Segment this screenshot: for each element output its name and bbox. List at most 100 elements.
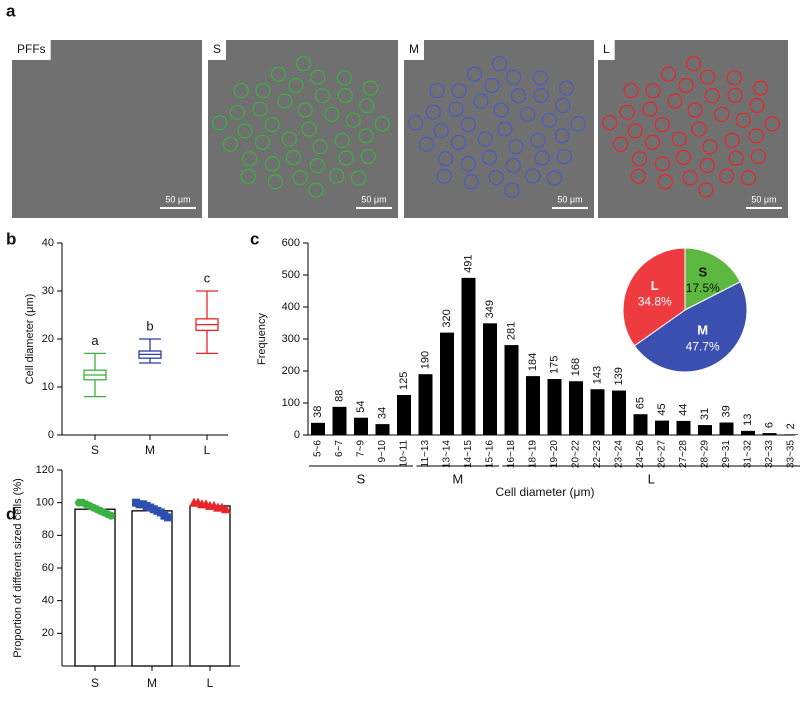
bar bbox=[569, 381, 583, 435]
cell bbox=[229, 104, 245, 120]
value-label: 6 bbox=[763, 422, 775, 428]
scale-bg bbox=[154, 195, 200, 215]
cell bbox=[740, 170, 757, 186]
x-tick-label: 15~16 bbox=[485, 440, 496, 469]
panel-label: d bbox=[6, 504, 16, 523]
scale-bg bbox=[740, 195, 786, 215]
cell bbox=[437, 151, 454, 167]
x-tick-label: 32~33 bbox=[764, 440, 775, 469]
cell bbox=[358, 128, 374, 144]
cell bbox=[678, 77, 694, 94]
y-tick-label: 40 bbox=[42, 237, 54, 249]
cell bbox=[324, 106, 340, 122]
panel-label: b bbox=[6, 229, 16, 248]
cell bbox=[497, 121, 513, 137]
value-label: 2 bbox=[785, 423, 797, 429]
cell bbox=[277, 93, 293, 109]
cell bbox=[448, 101, 464, 117]
cell bbox=[301, 121, 317, 137]
micrograph bbox=[598, 40, 788, 218]
point bbox=[221, 504, 231, 514]
bar bbox=[633, 414, 648, 435]
bar bbox=[655, 420, 669, 435]
y-tick-label: 20 bbox=[42, 627, 54, 639]
micrograph bbox=[404, 40, 594, 218]
value-label: 54 bbox=[355, 400, 367, 412]
bar bbox=[612, 390, 626, 435]
cell bbox=[726, 70, 742, 86]
cell bbox=[336, 70, 352, 86]
panel-label: a bbox=[6, 1, 16, 20]
value-label: 65 bbox=[634, 397, 646, 409]
cell bbox=[623, 82, 639, 99]
cell bbox=[334, 132, 350, 149]
cell bbox=[309, 157, 325, 174]
cell bbox=[687, 102, 703, 118]
cell bbox=[312, 139, 328, 155]
cell bbox=[314, 88, 331, 104]
y-tick-label: 80 bbox=[42, 529, 54, 541]
bar bbox=[504, 345, 519, 435]
cell bbox=[241, 151, 258, 167]
slice-label: S bbox=[698, 264, 707, 279]
annotation: a bbox=[91, 333, 99, 348]
cell bbox=[264, 156, 281, 172]
scale-bg bbox=[546, 195, 592, 215]
value-label: 44 bbox=[677, 404, 689, 416]
bar bbox=[762, 433, 777, 435]
bar bbox=[131, 510, 173, 667]
cell bbox=[530, 132, 546, 149]
value-label: 125 bbox=[398, 372, 410, 390]
cell bbox=[630, 168, 646, 184]
cell bbox=[433, 123, 449, 139]
x-tick-label: 14~15 bbox=[463, 440, 474, 469]
bar bbox=[784, 434, 798, 435]
bar bbox=[719, 422, 734, 435]
cell bbox=[374, 116, 390, 132]
value-label: 38 bbox=[312, 406, 324, 418]
cell bbox=[752, 80, 769, 96]
image-label: PFFs bbox=[17, 42, 46, 56]
cell bbox=[546, 170, 563, 186]
cell bbox=[473, 93, 489, 109]
cell bbox=[345, 112, 361, 128]
cell bbox=[602, 115, 618, 131]
cell bbox=[292, 170, 308, 186]
annotation: c bbox=[204, 270, 211, 285]
bar bbox=[189, 505, 231, 667]
cell bbox=[362, 80, 379, 96]
cell bbox=[645, 83, 661, 99]
x-tick-label: 29~31 bbox=[721, 440, 732, 469]
x-tick-label: 5~6 bbox=[313, 440, 324, 457]
cell bbox=[554, 128, 570, 144]
cell bbox=[671, 131, 687, 147]
value-label: 349 bbox=[484, 300, 496, 318]
bar bbox=[590, 389, 605, 435]
cell bbox=[724, 132, 740, 149]
cell bbox=[240, 168, 256, 184]
x-tick-label: 19~20 bbox=[549, 440, 560, 469]
pie-slice bbox=[684, 247, 741, 311]
x-tick-label: 33~35 bbox=[786, 440, 797, 469]
cell bbox=[281, 131, 297, 147]
y-tick-label: 500 bbox=[282, 269, 300, 281]
x-tick-label: 31~32 bbox=[743, 440, 754, 469]
cell bbox=[505, 157, 521, 174]
group-label: L bbox=[648, 471, 655, 486]
x-tick-label: L bbox=[204, 443, 211, 457]
y-tick-label: 60 bbox=[42, 562, 54, 574]
slice-value: 47.7% bbox=[686, 339, 720, 353]
bar bbox=[332, 406, 347, 435]
y-tick-label: 600 bbox=[282, 237, 300, 249]
y-tick-label: 40 bbox=[42, 595, 54, 607]
cell bbox=[642, 101, 658, 117]
pie-slice bbox=[633, 281, 748, 373]
cell bbox=[295, 56, 312, 72]
x-tick-label: S bbox=[91, 676, 99, 690]
cell bbox=[288, 77, 304, 94]
cell bbox=[520, 106, 536, 122]
value-label: 281 bbox=[505, 322, 517, 340]
label-bg bbox=[208, 40, 227, 60]
cell bbox=[350, 170, 367, 186]
